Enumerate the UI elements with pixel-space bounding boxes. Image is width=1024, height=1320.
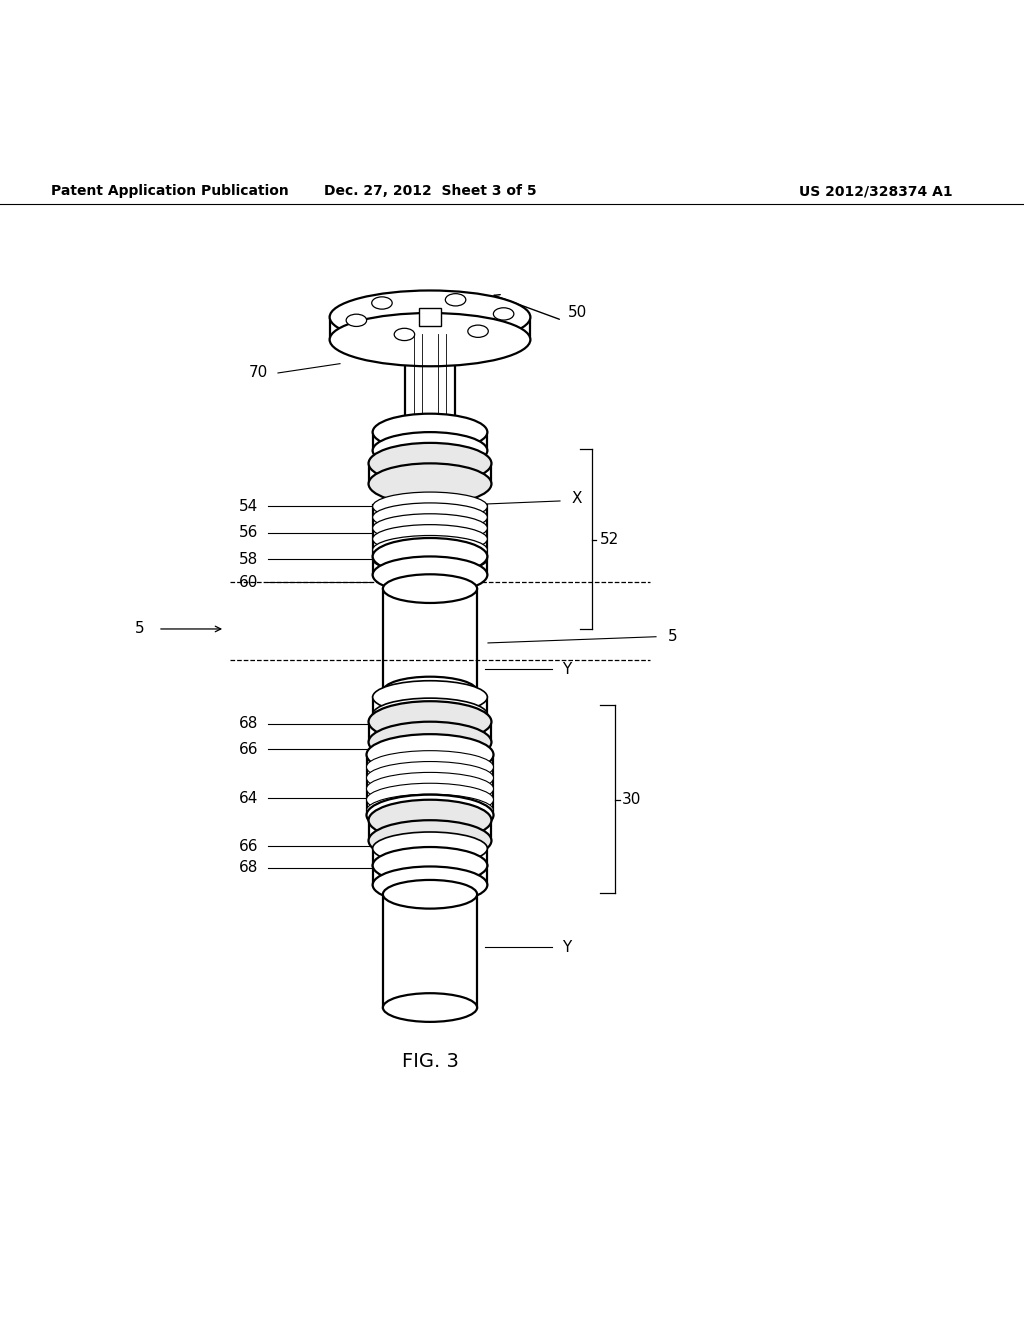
Text: Y: Y — [562, 940, 571, 954]
Text: Patent Application Publication: Patent Application Publication — [51, 183, 289, 198]
Ellipse shape — [373, 513, 487, 543]
Ellipse shape — [373, 849, 487, 882]
Text: 30: 30 — [622, 792, 641, 807]
Text: 68: 68 — [239, 861, 258, 875]
Ellipse shape — [372, 297, 392, 309]
Ellipse shape — [373, 545, 487, 573]
Text: 66: 66 — [239, 742, 258, 756]
Ellipse shape — [373, 432, 487, 469]
Ellipse shape — [373, 503, 487, 532]
Ellipse shape — [383, 574, 477, 603]
Ellipse shape — [330, 290, 530, 343]
Ellipse shape — [367, 762, 494, 795]
Text: Dec. 27, 2012  Sheet 3 of 5: Dec. 27, 2012 Sheet 3 of 5 — [324, 183, 537, 198]
Ellipse shape — [369, 820, 492, 861]
Text: 56: 56 — [239, 525, 258, 540]
Ellipse shape — [373, 681, 487, 714]
Text: 50: 50 — [568, 305, 587, 319]
Text: 54: 54 — [239, 499, 258, 513]
Ellipse shape — [373, 557, 487, 593]
Ellipse shape — [373, 413, 487, 450]
Text: 64: 64 — [239, 791, 258, 805]
Ellipse shape — [369, 463, 492, 504]
Text: 58: 58 — [239, 552, 258, 566]
Ellipse shape — [445, 293, 466, 306]
Ellipse shape — [346, 314, 367, 326]
Ellipse shape — [373, 698, 487, 731]
Text: Y: Y — [562, 661, 571, 677]
Ellipse shape — [367, 795, 494, 836]
Ellipse shape — [367, 795, 494, 826]
Text: X: X — [572, 491, 583, 506]
Text: 5: 5 — [135, 622, 145, 636]
Text: 52: 52 — [600, 532, 620, 548]
Ellipse shape — [367, 783, 494, 816]
Ellipse shape — [367, 751, 494, 784]
Ellipse shape — [373, 492, 487, 520]
Ellipse shape — [468, 325, 488, 338]
Ellipse shape — [367, 772, 494, 805]
Ellipse shape — [383, 993, 477, 1022]
Ellipse shape — [330, 313, 530, 366]
Ellipse shape — [494, 308, 514, 319]
Text: 66: 66 — [239, 838, 258, 854]
Ellipse shape — [373, 536, 487, 564]
Ellipse shape — [373, 866, 487, 903]
Ellipse shape — [369, 701, 492, 742]
Ellipse shape — [383, 677, 477, 705]
Bar — [419, 308, 441, 326]
Text: US 2012/328374 A1: US 2012/328374 A1 — [799, 183, 952, 198]
Text: FIG. 3: FIG. 3 — [401, 1052, 459, 1072]
Ellipse shape — [369, 444, 492, 484]
Ellipse shape — [373, 847, 487, 884]
Text: 68: 68 — [239, 717, 258, 731]
Ellipse shape — [383, 880, 477, 908]
Ellipse shape — [394, 329, 415, 341]
Ellipse shape — [369, 722, 492, 763]
Text: 70: 70 — [249, 366, 268, 380]
Text: 60: 60 — [239, 576, 258, 590]
Ellipse shape — [367, 734, 494, 775]
Ellipse shape — [373, 524, 487, 553]
Ellipse shape — [369, 800, 492, 841]
Ellipse shape — [373, 832, 487, 865]
Bar — [406, 334, 455, 441]
Ellipse shape — [373, 539, 487, 576]
Text: 5: 5 — [668, 630, 678, 644]
